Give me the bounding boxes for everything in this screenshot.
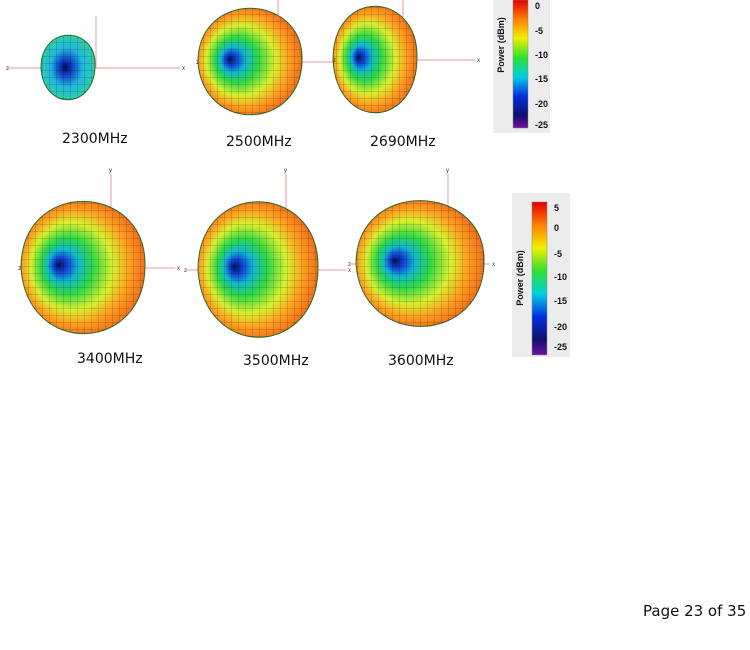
- axis-letter: z: [196, 60, 199, 66]
- axis-letter: z: [18, 266, 21, 272]
- colorbar-tick: -5: [554, 249, 562, 259]
- colorbar-tick: -15: [554, 296, 567, 306]
- frequency-label: 3400MHz: [77, 351, 143, 367]
- axis-letter: x: [492, 262, 495, 268]
- axis-letter: x: [348, 268, 351, 274]
- axis-letter: x: [177, 266, 180, 272]
- colorbar-title: Power (dBm): [496, 17, 506, 73]
- pattern-mesh: [21, 201, 146, 334]
- colorbar: [512, 0, 529, 129]
- page-number: Page 23 of 35: [643, 602, 746, 620]
- axis-letter: y: [109, 168, 112, 174]
- colorbar-tick: -25: [554, 342, 567, 352]
- pattern-mesh: [198, 201, 319, 338]
- colorbar: [531, 201, 548, 356]
- colorbar-tick: -5: [535, 26, 543, 36]
- axis-letter: z: [184, 268, 187, 274]
- axis-letter: x: [477, 58, 480, 64]
- pattern-mesh: [333, 6, 418, 113]
- colorbar-tick: 0: [554, 223, 559, 233]
- colorbar-tick: 0: [535, 1, 540, 11]
- colorbar-tick: -15: [535, 74, 548, 84]
- axis-letter: x: [182, 66, 185, 72]
- frequency-label: 3500MHz: [243, 353, 309, 369]
- axis-letter: z: [348, 262, 351, 268]
- colorbar-tick: 5: [554, 203, 559, 213]
- colorbar-title: Power (dBm): [515, 250, 525, 306]
- frequency-label: 2300MHz: [62, 131, 128, 147]
- axis-letter: y: [446, 168, 449, 174]
- colorbar-tick: -20: [535, 99, 548, 109]
- colorbar-tick: -25: [535, 120, 548, 130]
- axis-letter: z: [333, 58, 336, 64]
- frequency-label: 2690MHz: [370, 134, 436, 150]
- frequency-label: 2500MHz: [226, 134, 292, 150]
- colorbar-tick: -20: [554, 322, 567, 332]
- pattern-mesh: [41, 35, 96, 100]
- colorbar-tick: -10: [554, 272, 567, 282]
- axis-letter: z: [6, 66, 9, 72]
- frequency-label: 3600MHz: [388, 353, 454, 369]
- axis-letter: y: [284, 168, 287, 174]
- pattern-mesh: [356, 200, 485, 327]
- pattern-mesh: [198, 8, 303, 115]
- colorbar-tick: -10: [535, 50, 548, 60]
